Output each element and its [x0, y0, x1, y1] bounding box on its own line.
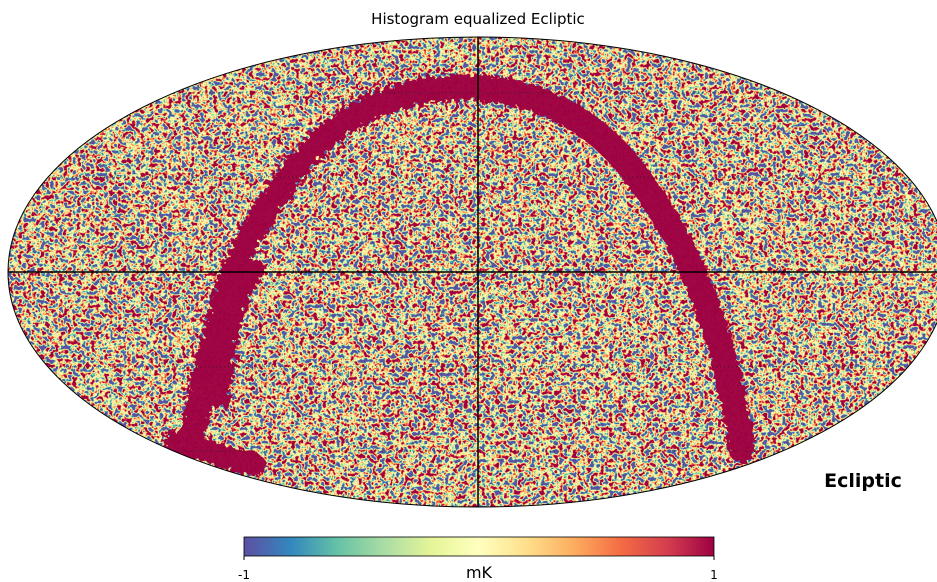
colorbar [244, 537, 714, 556]
colorbar-tick-label: 1 [710, 568, 718, 582]
colorbar-tick-label: -1 [238, 568, 250, 582]
map-title: Histogram equalized Ecliptic [371, 10, 585, 28]
sky-map [0, 30, 937, 520]
colorbar-label: mK [466, 563, 493, 582]
coord-label: Ecliptic [824, 470, 902, 492]
chart: Histogram equalized Ecliptic Ecliptic mK… [0, 0, 937, 582]
